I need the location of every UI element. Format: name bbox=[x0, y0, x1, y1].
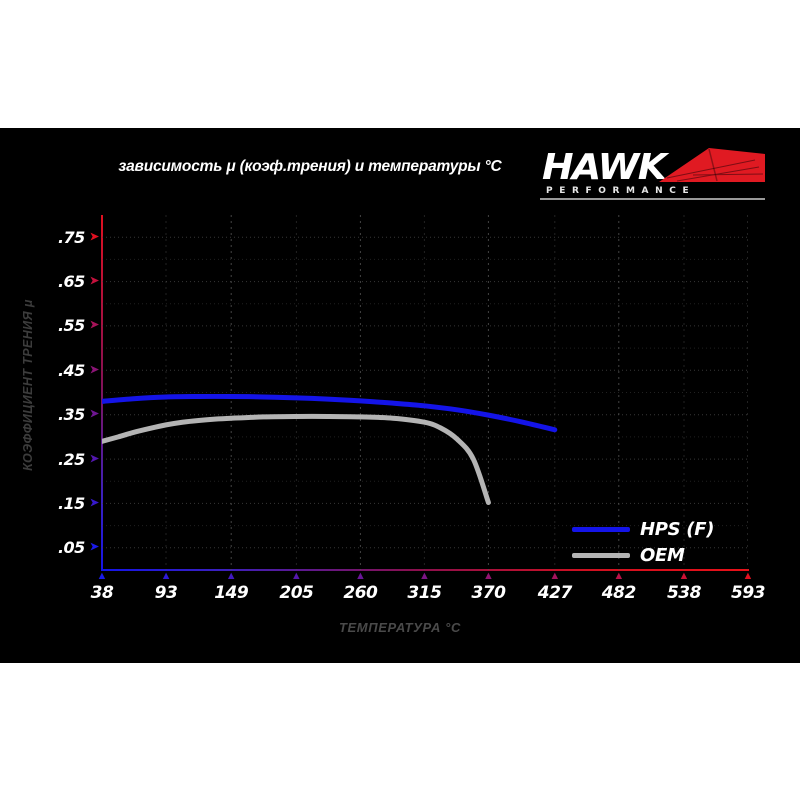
legend-color-swatch bbox=[572, 552, 630, 558]
legend-item: OEM bbox=[572, 542, 752, 568]
y-axis-tick-arrow-icon: ➤ bbox=[89, 275, 99, 288]
y-axis-tick-label: .05 bbox=[57, 538, 85, 558]
y-axis-tick: .05 ➤ bbox=[57, 538, 99, 558]
x-axis-tick-label: 205 bbox=[279, 583, 314, 603]
x-axis-tick-label: 149 bbox=[214, 583, 249, 603]
y-axis-tick: .35 ➤ bbox=[57, 405, 99, 425]
x-axis-tick: ▲ 538 bbox=[644, 570, 724, 604]
y-axis-tick-arrow-icon: ➤ bbox=[89, 363, 99, 376]
x-axis-tick: ▲ 315 bbox=[384, 570, 464, 604]
x-axis-tick-arrow-icon: ▲ bbox=[354, 570, 366, 582]
x-axis-tick-arrow-icon: ▲ bbox=[742, 570, 754, 582]
y-axis-tick-arrow-icon: ➤ bbox=[89, 230, 99, 243]
x-axis-tick-arrow-icon: ▲ bbox=[482, 570, 494, 582]
legend-item-label: HPS (F) bbox=[640, 518, 715, 540]
y-axis-tick-arrow-icon: ➤ bbox=[89, 496, 99, 509]
x-axis-tick-arrow-icon: ▲ bbox=[225, 570, 237, 582]
x-axis-tick: ▲ 38 bbox=[62, 570, 142, 604]
chart-title: зависимость μ (коэф.трения) и температур… bbox=[118, 158, 502, 175]
x-axis-tick: ▲ 593 bbox=[708, 570, 788, 604]
x-axis-tick: ▲ 427 bbox=[515, 570, 595, 604]
x-axis-tick: ▲ 482 bbox=[579, 570, 659, 604]
x-axis-tick-label: 38 bbox=[90, 583, 114, 603]
x-axis-title: ТЕМПЕРАТУРА °C bbox=[339, 620, 461, 635]
y-axis-line bbox=[101, 215, 103, 571]
x-axis-tick-arrow-icon: ▲ bbox=[613, 570, 625, 582]
y-axis-ticks: .75 ➤ .65 ➤ .55 ➤ .45 ➤ .35 ➤ .25 ➤ .15 ➤ .05 ➤ bbox=[0, 128, 99, 663]
x-axis-tick: ▲ 205 bbox=[256, 570, 336, 604]
x-axis-ticks: ▲ 38 ▲ 93 ▲ 149 ▲ 205 ▲ 260 ▲ 315 ▲ 370 ▲ 427 ▲ 482 ▲ 538 ▲ 5… bbox=[0, 571, 800, 621]
y-axis-tick-label: .45 bbox=[57, 360, 85, 380]
series-lines bbox=[102, 393, 558, 506]
y-axis-tick-arrow-icon: ➤ bbox=[89, 541, 99, 554]
x-axis-tick-arrow-icon: ▲ bbox=[290, 570, 302, 582]
x-axis-tick-arrow-icon: ▲ bbox=[678, 570, 690, 582]
x-axis-tick-label: 482 bbox=[601, 583, 637, 603]
x-axis-tick-arrow-icon: ▲ bbox=[96, 570, 108, 582]
x-axis-tick-label: 427 bbox=[537, 583, 573, 603]
x-axis-tick: ▲ 149 bbox=[191, 570, 271, 604]
x-axis-tick-label: 538 bbox=[666, 583, 702, 603]
x-axis-tick: ▲ 93 bbox=[126, 570, 206, 604]
legend-color-swatch bbox=[572, 526, 630, 532]
x-axis-tick-label: 593 bbox=[731, 583, 766, 603]
y-axis-title: КОЭФФИЦИЕНТ ТРЕНИЯ μ bbox=[21, 299, 35, 471]
chart-canvas: зависимость μ (коэф.трения) и температур… bbox=[0, 128, 800, 663]
plot-area bbox=[102, 215, 748, 570]
y-axis-tick-label: .35 bbox=[57, 405, 85, 425]
y-axis-tick-label: .65 bbox=[57, 272, 85, 292]
y-axis-tick-label: .75 bbox=[57, 227, 85, 247]
x-axis-tick-label: 370 bbox=[471, 583, 506, 603]
x-axis-tick: ▲ 370 bbox=[448, 570, 528, 604]
x-axis-tick-label: 93 bbox=[154, 583, 178, 603]
hawk-logo-underline bbox=[540, 198, 765, 200]
hawk-wing-icon bbox=[659, 148, 765, 182]
x-axis-tick-label: 260 bbox=[343, 583, 378, 603]
y-axis-tick-arrow-icon: ➤ bbox=[89, 319, 99, 332]
x-axis-tick-label: 315 bbox=[407, 583, 442, 603]
grid-lines bbox=[102, 215, 748, 570]
y-axis-tick: .25 ➤ bbox=[57, 449, 99, 469]
x-axis-tick-arrow-icon: ▲ bbox=[160, 570, 172, 582]
hawk-performance-logo: HAWK PERFORMANCE bbox=[540, 142, 765, 200]
y-axis-tick: .55 ➤ bbox=[57, 316, 99, 336]
y-axis-tick-arrow-icon: ➤ bbox=[89, 408, 99, 421]
y-axis-tick: .45 ➤ bbox=[57, 360, 99, 380]
y-axis-tick: .65 ➤ bbox=[57, 272, 99, 292]
y-axis-tick: .75 ➤ bbox=[57, 227, 99, 247]
hawk-wordmark: HAWK bbox=[542, 147, 667, 188]
x-axis-tick: ▲ 260 bbox=[320, 570, 400, 604]
x-axis-tick-arrow-icon: ▲ bbox=[418, 570, 430, 582]
chart-legend: HPS (F) OEM bbox=[572, 516, 752, 568]
legend-item: HPS (F) bbox=[572, 516, 752, 542]
y-axis-tick-arrow-icon: ➤ bbox=[89, 452, 99, 465]
x-axis-tick-arrow-icon: ▲ bbox=[549, 570, 561, 582]
hawk-tagline: PERFORMANCE bbox=[546, 186, 696, 196]
y-axis-tick-label: .15 bbox=[57, 493, 85, 513]
legend-item-label: OEM bbox=[640, 544, 685, 566]
y-axis-tick: .15 ➤ bbox=[57, 493, 99, 513]
x-axis-line bbox=[102, 569, 749, 571]
y-axis-tick-label: .55 bbox=[57, 316, 85, 336]
y-axis-tick-label: .25 bbox=[57, 449, 85, 469]
